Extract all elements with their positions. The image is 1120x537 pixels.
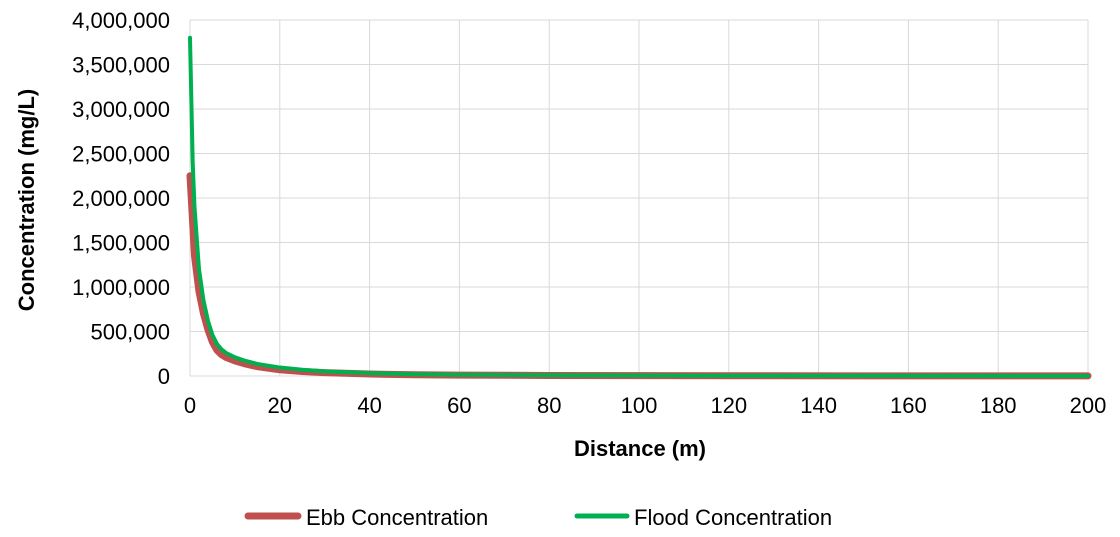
x-tick-labels: 0 20 40 60 80 100 120 140 160 180 200 [184,393,1106,418]
y-tick-label: 500,000 [90,320,170,345]
x-tick-label: 0 [184,393,196,418]
series-line-flood [188,35,1090,378]
legend-label-flood: Flood Concentration [634,505,832,530]
y-tick-label: 4,000,000 [72,8,170,33]
y-tick-label: 1,500,000 [72,231,170,256]
y-tick-label: 3,500,000 [72,53,170,78]
x-tick-label: 40 [357,393,381,418]
y-tick-label: 2,000,000 [72,186,170,211]
y-tick-label: 3,000,000 [72,97,170,122]
legend: Ebb Concentration Flood Concentration [244,505,832,530]
x-axis-title: Distance (m) [574,436,706,461]
x-tick-label: 120 [710,393,747,418]
grid [189,19,1089,377]
x-tick-label: 80 [537,393,561,418]
y-tick-label: 2,500,000 [72,142,170,167]
y-tick-labels: 0 500,000 1,000,000 1,500,000 2,000,000 2,500… [72,8,170,389]
x-tick-label: 200 [1070,393,1107,418]
y-tick-label: 0 [158,364,170,389]
x-tick-label: 100 [621,393,658,418]
y-tick-label: 1,000,000 [72,275,170,300]
x-tick-label: 160 [890,393,927,418]
x-tick-label: 60 [447,393,471,418]
x-tick-label: 140 [800,393,837,418]
y-axis-title: Concentration (mg/L) [14,89,39,311]
series-lines [186,35,1092,380]
x-tick-label: 180 [980,393,1017,418]
x-tick-label: 20 [268,393,292,418]
legend-label-ebb: Ebb Concentration [306,505,488,530]
